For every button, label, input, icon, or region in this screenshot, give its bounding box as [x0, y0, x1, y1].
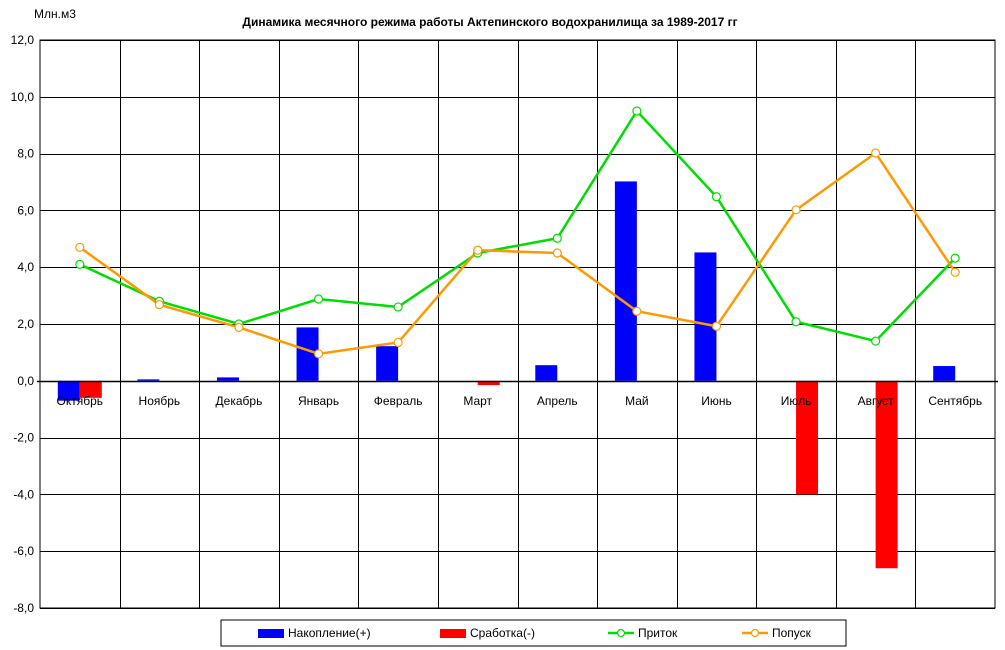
series-point	[313, 294, 324, 304]
bar	[535, 365, 558, 381]
series-point	[234, 322, 244, 333]
y-tick-label: 12,0	[11, 33, 35, 47]
category-label: Июнь	[701, 394, 732, 408]
series-line	[79, 151, 957, 356]
category-label: Февраль	[374, 394, 423, 408]
bar	[376, 346, 399, 381]
bar	[57, 380, 80, 401]
series-point	[791, 317, 801, 327]
category-label: Январь	[298, 394, 339, 408]
y-tick-label: 10,0	[11, 90, 35, 104]
y-tick-label: -2,0	[13, 431, 34, 445]
series-point	[393, 302, 403, 312]
bar	[614, 181, 637, 381]
category-label: Декабрь	[216, 394, 263, 408]
series-point	[75, 242, 85, 252]
line-series	[75, 106, 960, 359]
series-point	[791, 205, 801, 215]
category-label: Август	[858, 394, 895, 408]
legend-label: Попуск	[772, 626, 812, 640]
series-point	[632, 106, 642, 116]
axes	[37, 40, 998, 608]
category-label: Ноябрь	[139, 394, 181, 408]
y-tick-labels: 12,0 10,0 8,0 6,0 4,0 2,0 0,0 -2,0 -4,0 -6,0 -8,0	[11, 33, 35, 615]
y-axis-unit-label: Млн.м3	[34, 7, 76, 21]
category-label: Октябрь	[57, 394, 104, 408]
legend-label: Приток	[638, 626, 678, 640]
category-labels: Октябрь Ноябрь Декабрь Январь Февраль Март Апр…	[57, 394, 983, 408]
chart-title: Динамика месячного режима работы Актепин…	[242, 15, 737, 29]
series-point	[75, 259, 85, 269]
series-point	[950, 267, 960, 277]
category-label: Апрель	[537, 394, 578, 408]
bar	[694, 252, 717, 381]
category-label: Июль	[781, 394, 812, 408]
legend-swatch	[440, 629, 466, 638]
series-point	[473, 245, 483, 255]
y-tick-label: 6,0	[17, 203, 34, 217]
series-point	[632, 306, 642, 316]
legend-swatch-marker	[750, 628, 760, 638]
series-point	[711, 321, 722, 331]
y-tick-label: 0,0	[17, 374, 34, 388]
legend-label: Накопление(+)	[288, 626, 371, 640]
legend-swatch-marker	[616, 628, 626, 638]
series-line	[79, 108, 957, 343]
series-point	[871, 336, 881, 346]
bar-series	[57, 181, 956, 569]
category-label: Март	[463, 394, 492, 408]
bar	[296, 327, 319, 381]
gridlines	[40, 40, 995, 609]
series-point	[393, 337, 403, 348]
legend-swatch	[258, 629, 284, 638]
category-label: Май	[625, 394, 649, 408]
y-tick-label: -4,0	[13, 487, 34, 501]
bar	[875, 380, 898, 569]
legend-box	[220, 619, 847, 647]
bar	[216, 377, 239, 381]
y-tick-label: 2,0	[17, 317, 34, 331]
bar	[796, 380, 819, 495]
series-point	[552, 233, 562, 243]
bar	[933, 366, 956, 381]
series-point	[154, 300, 164, 310]
legend: Накопление(+) Сработка(-) Приток Попуск	[220, 619, 847, 647]
series-point	[711, 192, 722, 202]
series-point	[871, 148, 881, 158]
bar	[477, 380, 500, 386]
legend-label: Сработка(-)	[470, 626, 535, 640]
bar	[137, 379, 160, 381]
y-tick-label: 4,0	[17, 260, 34, 274]
series-point	[313, 349, 324, 359]
category-label: Сентябрь	[928, 394, 982, 408]
y-tick-label: -6,0	[13, 544, 34, 558]
series-point	[950, 253, 960, 263]
bar	[79, 380, 102, 398]
series-point	[552, 248, 562, 258]
y-tick-label: 8,0	[17, 147, 34, 161]
y-tick-label: -8,0	[13, 601, 34, 615]
